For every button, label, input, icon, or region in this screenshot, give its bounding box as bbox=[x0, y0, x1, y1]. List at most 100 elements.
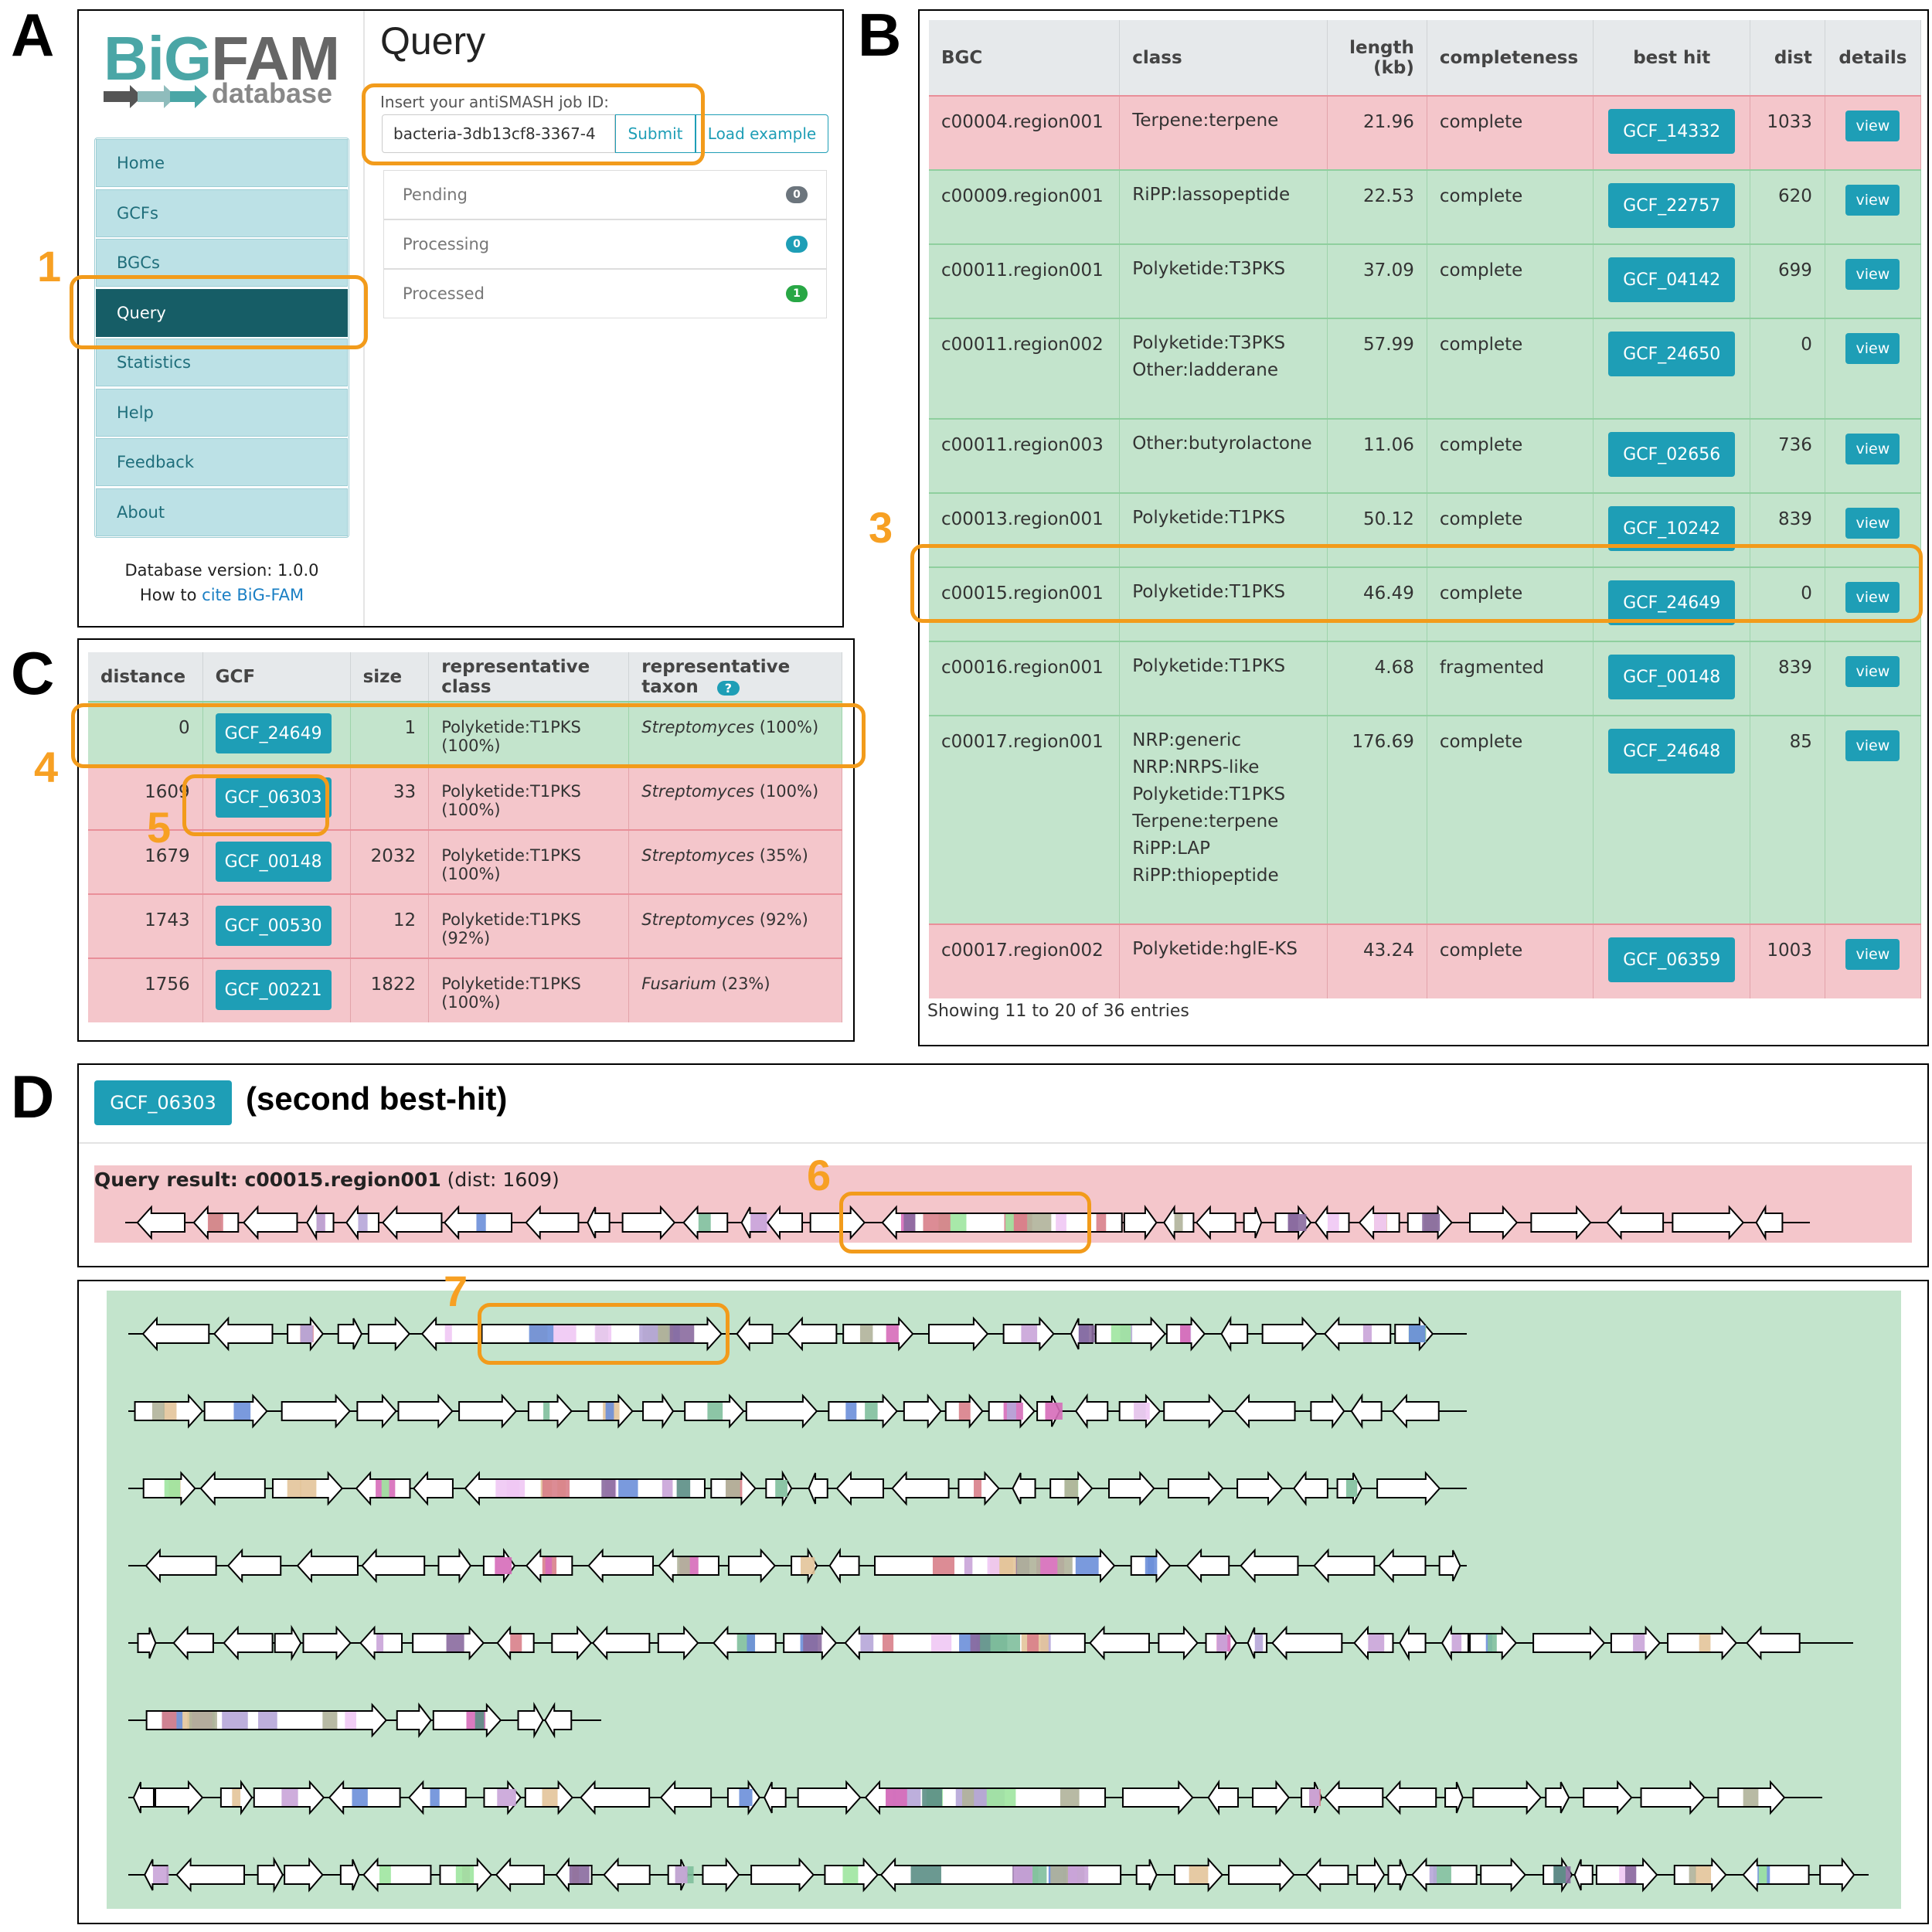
load-example-button[interactable]: Load example bbox=[696, 114, 828, 153]
gene-arrow[interactable] bbox=[1387, 1859, 1407, 1891]
gene-arrow[interactable] bbox=[750, 1857, 815, 1893]
gene-arrow[interactable] bbox=[1532, 1625, 1606, 1661]
gene-arrow[interactable] bbox=[1385, 1780, 1437, 1815]
best-hit-button[interactable]: GCF_24650 bbox=[1608, 332, 1736, 376]
gene-arrow[interactable] bbox=[1376, 1471, 1441, 1506]
gene-arrow[interactable] bbox=[1243, 1206, 1263, 1239]
gene-arrow[interactable] bbox=[1399, 1624, 1427, 1662]
gene-arrow[interactable] bbox=[397, 1393, 454, 1429]
col-header[interactable]: GCF bbox=[202, 652, 351, 702]
gene-arrow[interactable] bbox=[284, 1857, 324, 1893]
gene-arrow[interactable] bbox=[551, 1625, 593, 1661]
gene-arrow[interactable] bbox=[903, 1393, 942, 1429]
gene-arrow[interactable] bbox=[1233, 1393, 1296, 1429]
gene-arrow[interactable] bbox=[1324, 1780, 1384, 1815]
gene-arrow[interactable] bbox=[226, 1548, 282, 1583]
gene-arrow[interactable] bbox=[1746, 1625, 1801, 1661]
gene-arrow[interactable] bbox=[367, 1316, 411, 1352]
col-header[interactable]: size bbox=[350, 652, 430, 702]
gene-arrow[interactable] bbox=[495, 1857, 545, 1893]
view-button[interactable]: view bbox=[1845, 185, 1900, 216]
gene-arrow[interactable] bbox=[1167, 1471, 1224, 1506]
gene-arrow[interactable] bbox=[1108, 1471, 1155, 1506]
gene-arrow[interactable] bbox=[281, 1393, 351, 1429]
gene-arrow[interactable] bbox=[1228, 1857, 1295, 1893]
gene-arrow[interactable] bbox=[1074, 1393, 1109, 1430]
gene-arrow[interactable] bbox=[1472, 1780, 1543, 1815]
gene-arrow[interactable] bbox=[396, 1702, 432, 1738]
gene-arrow[interactable] bbox=[1121, 1780, 1194, 1815]
gene-arrow[interactable] bbox=[175, 1857, 246, 1893]
view-button[interactable]: view bbox=[1845, 582, 1900, 613]
gene-arrow[interactable] bbox=[1252, 1780, 1291, 1815]
view-button[interactable]: view bbox=[1845, 259, 1900, 290]
gene-arrow[interactable] bbox=[517, 1702, 544, 1739]
gene-arrow[interactable] bbox=[172, 1625, 214, 1661]
view-button[interactable]: view bbox=[1845, 656, 1900, 687]
gene-arrow[interactable] bbox=[1742, 1857, 1810, 1893]
gene-arrow[interactable] bbox=[1207, 1779, 1240, 1816]
gene-arrow[interactable] bbox=[1271, 1625, 1343, 1661]
gene-arrow[interactable] bbox=[141, 1316, 210, 1352]
gene-arrow[interactable] bbox=[587, 1206, 611, 1239]
gene-arrow[interactable] bbox=[1123, 1204, 1158, 1241]
gene-arrow[interactable] bbox=[362, 1857, 432, 1893]
gene-arrow[interactable] bbox=[1444, 1781, 1464, 1814]
gene-arrow[interactable] bbox=[464, 1471, 706, 1506]
submit-button[interactable]: Submit bbox=[615, 114, 696, 153]
gene-arrow[interactable] bbox=[274, 1624, 302, 1662]
gene-arrow[interactable] bbox=[1089, 1625, 1150, 1661]
gene-arrow[interactable] bbox=[1261, 1316, 1318, 1352]
gene-arrow[interactable] bbox=[1819, 1857, 1855, 1893]
col-header[interactable]: representative taxon ? bbox=[628, 652, 842, 702]
view-button[interactable]: view bbox=[1845, 434, 1900, 464]
gene-arrow[interactable] bbox=[223, 1625, 274, 1661]
gene-arrow[interactable] bbox=[1012, 1472, 1036, 1505]
gene-arrow[interactable] bbox=[659, 1780, 713, 1815]
gene-arrow[interactable] bbox=[1310, 1393, 1345, 1430]
gene-arrow[interactable] bbox=[1236, 1471, 1284, 1506]
gene-arrow[interactable] bbox=[1480, 1857, 1526, 1893]
gene-arrow[interactable] bbox=[587, 1548, 655, 1583]
gene-arrow[interactable] bbox=[1163, 1393, 1225, 1429]
sidebar-item-home[interactable]: Home bbox=[96, 139, 348, 187]
col-header[interactable]: details bbox=[1825, 20, 1922, 96]
gene-arrow[interactable] bbox=[361, 1548, 426, 1583]
gene-arrow[interactable] bbox=[927, 1316, 989, 1352]
gene-arrow[interactable] bbox=[745, 1393, 818, 1429]
sidebar-item-feedback[interactable]: Feedback bbox=[96, 438, 348, 486]
view-button[interactable]: view bbox=[1845, 333, 1900, 364]
gene-arrow[interactable] bbox=[891, 1471, 950, 1506]
gene-arrow[interactable] bbox=[1438, 1549, 1461, 1582]
gene-arrow[interactable] bbox=[381, 1205, 443, 1240]
gene-arrow[interactable] bbox=[437, 1547, 472, 1584]
sidebar-item-query[interactable]: Query bbox=[96, 288, 348, 337]
col-header[interactable]: dist bbox=[1750, 20, 1825, 96]
gene-arrow[interactable] bbox=[458, 1393, 518, 1429]
gcf-button[interactable]: GCF_06303 bbox=[215, 777, 332, 818]
gene-arrow[interactable] bbox=[828, 1393, 898, 1429]
gene-arrow[interactable] bbox=[1240, 1548, 1299, 1583]
gene-arrow[interactable] bbox=[1378, 1548, 1427, 1583]
gene-arrow[interactable] bbox=[1304, 1857, 1349, 1893]
col-header[interactable]: length (kb) bbox=[1327, 20, 1427, 96]
gene-arrow[interactable] bbox=[1356, 1856, 1386, 1893]
gene-arrow[interactable] bbox=[580, 1780, 651, 1815]
gene-arrow[interactable] bbox=[137, 1627, 157, 1659]
best-hit-button[interactable]: GCF_02656 bbox=[1608, 432, 1736, 477]
gene-arrow[interactable] bbox=[257, 1856, 284, 1893]
best-hit-button[interactable]: GCF_14332 bbox=[1608, 109, 1736, 154]
view-button[interactable]: view bbox=[1845, 939, 1900, 970]
best-hit-button[interactable]: GCF_22757 bbox=[1608, 183, 1736, 228]
gene-arrow[interactable] bbox=[603, 1857, 651, 1893]
gcf-button[interactable]: GCF_24649 bbox=[215, 713, 332, 753]
gene-arrow[interactable] bbox=[621, 1205, 676, 1240]
gcf-button[interactable]: GCF_00221 bbox=[215, 970, 332, 1010]
view-button[interactable]: view bbox=[1845, 730, 1900, 761]
gene-arrow[interactable] bbox=[1530, 1205, 1592, 1240]
gene-arrow[interactable] bbox=[828, 1547, 860, 1584]
gene-arrow[interactable] bbox=[764, 1781, 787, 1814]
best-hit-button[interactable]: GCF_24648 bbox=[1608, 729, 1736, 774]
gene-arrow[interactable] bbox=[1220, 1315, 1249, 1352]
gene-arrow[interactable] bbox=[797, 1780, 862, 1815]
